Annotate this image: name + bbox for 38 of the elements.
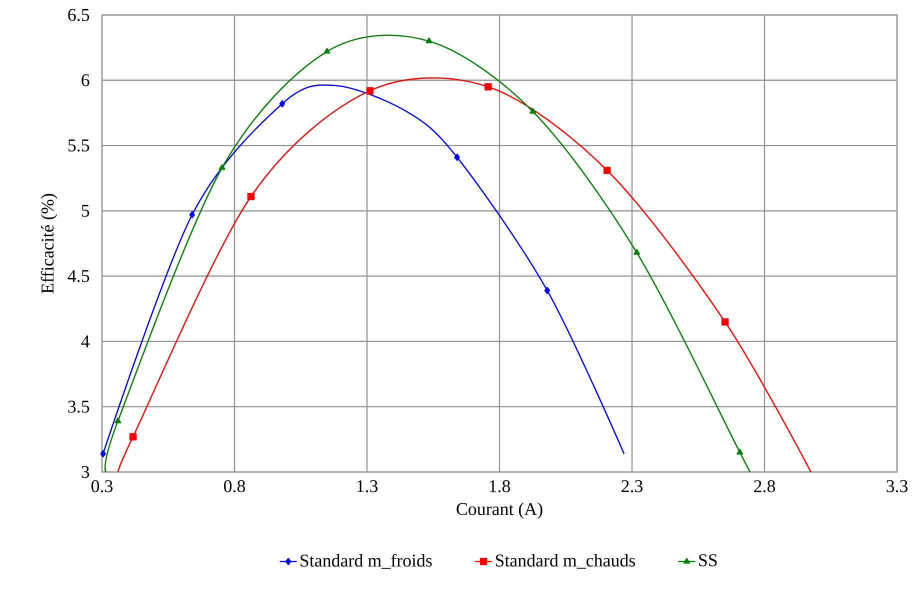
legend-label: Standard m_froids: [300, 554, 432, 569]
point: [189, 211, 195, 218]
legend-label: Standard m_chauds: [496, 554, 636, 569]
legend-label: SS: [699, 554, 717, 566]
point: [634, 248, 640, 255]
x-tick-label: 1.8: [490, 480, 510, 492]
y-tick-label: 3.5: [68, 400, 90, 413]
point: [736, 448, 744, 455]
point: [426, 37, 432, 44]
point: [721, 318, 729, 326]
x-tick-label: 1.3: [357, 480, 378, 492]
y-tick-label: 5: [82, 204, 90, 217]
x-tick-label: 3.3: [886, 480, 908, 492]
y-tick-label: 4.5: [68, 270, 90, 282]
point: [324, 48, 330, 54]
point: [603, 166, 611, 174]
point: [366, 87, 374, 94]
point: [484, 83, 492, 90]
x-tick-label: 0.8: [224, 480, 246, 492]
point: [544, 286, 550, 294]
point: [247, 192, 255, 200]
x-tick-label: 0.3: [91, 480, 113, 492]
y-tick-label: 4: [81, 336, 90, 348]
point: [100, 450, 106, 458]
point: [530, 108, 536, 114]
x-tick-label: 2.3: [622, 480, 643, 492]
y-tick-label: 3: [82, 466, 90, 478]
y-axis-title: Efficacité (%): [40, 194, 58, 294]
point: [454, 154, 460, 161]
y-tick-label: 5.5: [68, 140, 90, 152]
point: [129, 433, 137, 440]
x-tick-label: 2.8: [754, 480, 776, 492]
x-axis-title: Courant (A): [456, 502, 542, 519]
point: [114, 417, 122, 424]
y-tick-label: 6: [82, 74, 90, 86]
point: [279, 100, 286, 108]
y-tick-label: 6.5: [68, 8, 90, 22]
point: [218, 164, 226, 170]
